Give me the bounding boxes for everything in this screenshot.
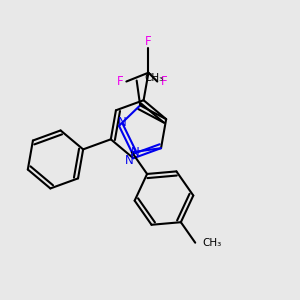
Text: F: F — [145, 35, 152, 48]
Text: N: N — [118, 116, 127, 129]
Text: CH₃: CH₃ — [144, 73, 163, 83]
Text: N: N — [131, 146, 140, 159]
Text: F: F — [160, 75, 167, 88]
Text: N: N — [124, 154, 133, 166]
Text: CH₃: CH₃ — [202, 238, 222, 248]
Text: F: F — [117, 75, 123, 88]
